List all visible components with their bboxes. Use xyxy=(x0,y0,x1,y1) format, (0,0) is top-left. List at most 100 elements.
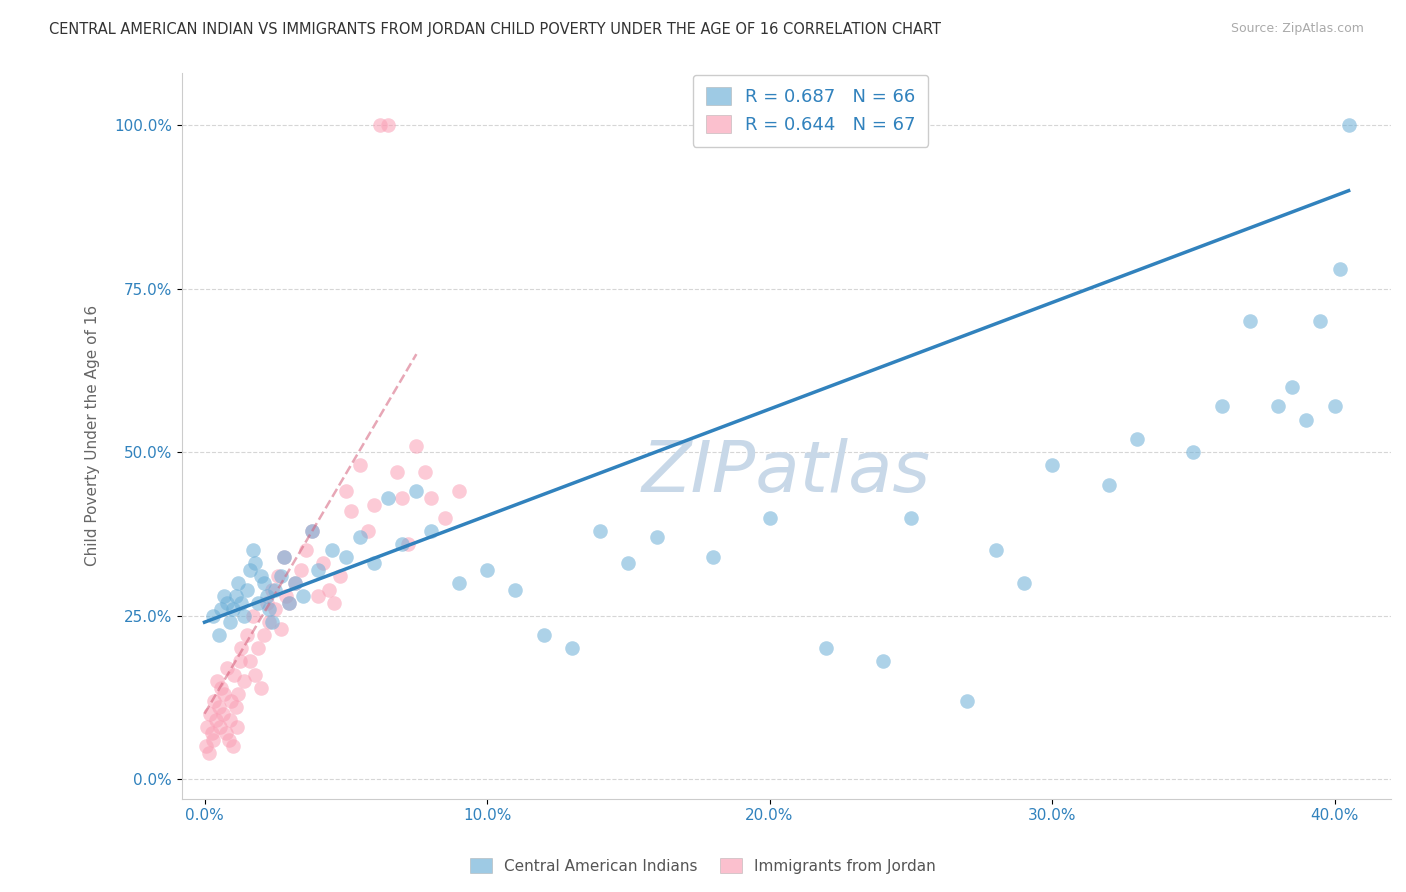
Point xyxy=(1295,412,1317,426)
Point xyxy=(533,628,555,642)
Point xyxy=(503,582,526,597)
Point xyxy=(222,739,245,754)
Point xyxy=(208,700,231,714)
Point xyxy=(214,687,236,701)
Point xyxy=(218,732,240,747)
Point xyxy=(1337,118,1360,132)
Point xyxy=(215,726,238,740)
Point xyxy=(872,655,894,669)
Point xyxy=(321,543,343,558)
Legend: R = 0.687   N = 66, R = 0.644   N = 67: R = 0.687 N = 66, R = 0.644 N = 67 xyxy=(693,75,928,146)
Point xyxy=(1267,400,1289,414)
Point xyxy=(208,628,231,642)
Point xyxy=(561,641,583,656)
Point xyxy=(226,720,249,734)
Point xyxy=(200,726,222,740)
Point xyxy=(205,674,228,689)
Point xyxy=(1323,400,1346,414)
Point xyxy=(225,700,247,714)
Point xyxy=(214,589,236,603)
Point xyxy=(433,510,456,524)
Point xyxy=(225,589,247,603)
Point xyxy=(247,596,270,610)
Point xyxy=(201,732,224,747)
Point xyxy=(295,543,318,558)
Point xyxy=(702,549,724,564)
Legend: Central American Indians, Immigrants from Jordan: Central American Indians, Immigrants fro… xyxy=(464,852,942,880)
Point xyxy=(242,608,264,623)
Point xyxy=(447,484,470,499)
Point xyxy=(228,576,250,591)
Point xyxy=(270,569,292,583)
Point xyxy=(212,706,235,721)
Point xyxy=(335,549,357,564)
Point xyxy=(262,582,284,597)
Point xyxy=(475,563,498,577)
Point xyxy=(312,557,335,571)
Point xyxy=(758,510,780,524)
Point xyxy=(405,439,427,453)
Point xyxy=(211,681,233,695)
Point xyxy=(1040,458,1063,473)
Point xyxy=(267,569,290,583)
Point xyxy=(197,746,219,760)
Point xyxy=(221,694,243,708)
Point xyxy=(211,602,233,616)
Point xyxy=(396,537,419,551)
Point xyxy=(617,557,640,571)
Point xyxy=(276,589,298,603)
Point xyxy=(204,714,226,728)
Point xyxy=(307,563,329,577)
Point xyxy=(264,602,287,616)
Point xyxy=(245,667,267,681)
Point xyxy=(340,504,363,518)
Point xyxy=(278,596,301,610)
Point xyxy=(984,543,1007,558)
Point xyxy=(233,608,256,623)
Point xyxy=(236,628,259,642)
Text: Source: ZipAtlas.com: Source: ZipAtlas.com xyxy=(1230,22,1364,36)
Point xyxy=(1012,576,1035,591)
Point xyxy=(256,589,278,603)
Point xyxy=(413,465,436,479)
Point xyxy=(1126,432,1149,446)
Point xyxy=(1182,445,1205,459)
Point xyxy=(273,549,295,564)
Point xyxy=(900,510,922,524)
Point xyxy=(284,576,307,591)
Point xyxy=(377,491,399,505)
Point xyxy=(292,589,315,603)
Y-axis label: Child Poverty Under the Age of 16: Child Poverty Under the Age of 16 xyxy=(86,305,100,566)
Point xyxy=(363,498,385,512)
Point xyxy=(301,524,323,538)
Point xyxy=(385,465,408,479)
Point xyxy=(253,628,276,642)
Point xyxy=(419,524,441,538)
Point xyxy=(363,557,385,571)
Point xyxy=(231,641,253,656)
Point xyxy=(194,739,217,754)
Point xyxy=(447,576,470,591)
Point xyxy=(253,576,276,591)
Point xyxy=(250,681,273,695)
Point xyxy=(239,655,262,669)
Point xyxy=(349,530,371,544)
Point xyxy=(405,484,427,499)
Point xyxy=(1239,314,1261,328)
Text: CENTRAL AMERICAN INDIAN VS IMMIGRANTS FROM JORDAN CHILD POVERTY UNDER THE AGE OF: CENTRAL AMERICAN INDIAN VS IMMIGRANTS FR… xyxy=(49,22,941,37)
Point xyxy=(229,655,252,669)
Point xyxy=(278,596,301,610)
Point xyxy=(349,458,371,473)
Point xyxy=(264,582,287,597)
Point xyxy=(231,596,253,610)
Point xyxy=(198,706,221,721)
Point xyxy=(259,615,281,630)
Point xyxy=(1211,400,1233,414)
Point xyxy=(219,714,242,728)
Text: ZIPatlas: ZIPatlas xyxy=(643,438,931,507)
Point xyxy=(391,537,413,551)
Point xyxy=(391,491,413,505)
Point xyxy=(233,674,256,689)
Point xyxy=(242,543,264,558)
Point xyxy=(329,569,352,583)
